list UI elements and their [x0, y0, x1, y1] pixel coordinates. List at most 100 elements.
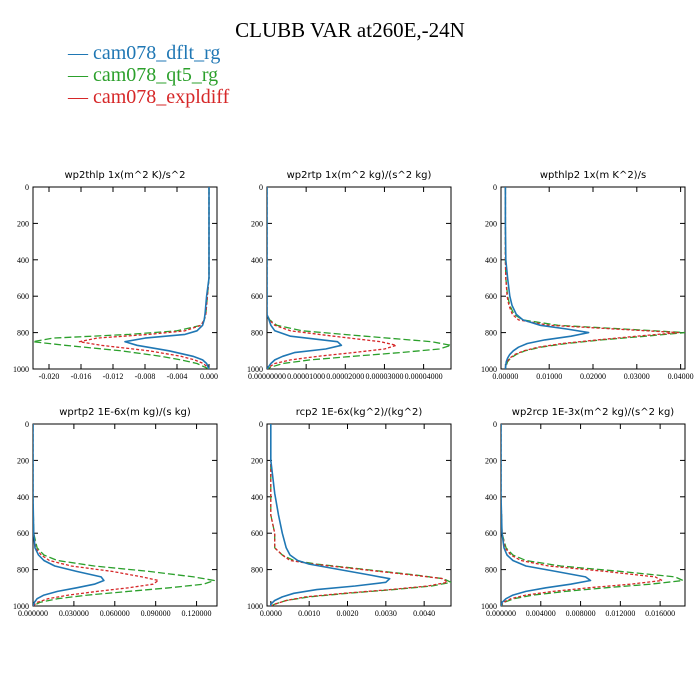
legend-dash: — — [68, 86, 93, 108]
x-tick-label: 0.01000 — [536, 372, 562, 381]
series-line-expldiff — [33, 424, 160, 606]
plot-frame — [500, 423, 686, 607]
x-tick-label: 0.120000 — [182, 609, 212, 618]
y-tick-label: 600 — [251, 529, 263, 538]
legend-label-qt5: cam078_qt5_rg — [93, 64, 219, 86]
y-tick-label: 1000 — [481, 365, 497, 374]
y-tick-label: 600 — [485, 529, 497, 538]
series-line-dflt — [33, 424, 105, 606]
series-line-expldiff — [504, 187, 680, 369]
y-tick-label: 400 — [17, 493, 29, 502]
y-tick-label: 400 — [251, 256, 263, 265]
x-tick-label: 0.0030 — [375, 609, 397, 618]
panel-6: wp2rcp 1E-3x(m^2 kg)/(s^2 kg) 0 200 400 600 8… — [481, 407, 686, 618]
x-tick-label: 0.04000 — [668, 372, 694, 381]
y-tick-label: 200 — [485, 456, 497, 465]
x-tick-label: 0.030000 — [59, 609, 89, 618]
panel-2: wp2rtp 1x(m^2 kg)/(s^2 kg) 0 200 400 600 800 1… — [247, 170, 452, 381]
x-tick-label: 0.00002000 — [326, 372, 364, 381]
x-tick-label: 0.016000 — [645, 609, 675, 618]
y-tick-label: 0 — [25, 183, 29, 192]
y-tick-label: 1000 — [13, 365, 29, 374]
plot-frame — [500, 186, 686, 370]
panel-title: wprtp2 1E-6x(m kg)/(s kg) — [59, 407, 191, 418]
series-line-dflt — [267, 187, 343, 369]
y-tick-label: 1000 — [481, 602, 497, 611]
y-tick-label: 600 — [17, 292, 29, 301]
series-line-dflt — [269, 424, 391, 606]
x-tick-label: 0.000000 — [486, 609, 516, 618]
legend-dash: — — [68, 42, 93, 64]
x-tick-label: 0.090000 — [141, 609, 171, 618]
panel-title: wp2thlp 1x(m^2 K)/s^2 — [64, 170, 185, 181]
series-line-expldiff — [270, 424, 448, 606]
series-line-qt5 — [33, 187, 210, 369]
legend-dash: — — [68, 64, 93, 86]
page-title: CLUBB VAR at260E,-24N — [235, 18, 465, 42]
y-tick-label: 800 — [485, 329, 497, 338]
series-line-qt5 — [501, 424, 684, 606]
y-tick-label: 0 — [25, 420, 29, 429]
plot-frame — [266, 423, 452, 607]
y-tick-label: 800 — [251, 329, 263, 338]
x-tick-label: 0.0040 — [413, 609, 435, 618]
panel-title: wpthlp2 1x(m K^2)/s — [540, 170, 646, 181]
y-tick-label: 800 — [17, 566, 29, 575]
panel-title: wp2rcp 1E-3x(m^2 kg)/(s^2 kg) — [512, 407, 675, 418]
legend: — cam078_dflt_rg — cam078_qt5_rg — cam07… — [68, 42, 229, 108]
x-tick-label: 0.02000 — [580, 372, 606, 381]
y-tick-label: 1000 — [13, 602, 29, 611]
y-tick-label: 200 — [17, 456, 29, 465]
x-tick-label: 0.00000 — [492, 372, 518, 381]
legend-item-qt5: — cam078_qt5_rg — [68, 64, 229, 86]
x-tick-label: 0.00003000 — [365, 372, 403, 381]
legend-label-dflt: cam078_dflt_rg — [93, 42, 221, 64]
legend-item-dflt: — cam078_dflt_rg — [68, 42, 229, 64]
y-tick-label: 200 — [251, 456, 263, 465]
y-tick-label: 1000 — [247, 602, 263, 611]
series-line-qt5 — [33, 424, 215, 606]
y-tick-label: 400 — [17, 256, 29, 265]
x-tick-label: -0.016 — [71, 372, 92, 381]
y-tick-label: 0 — [493, 183, 497, 192]
x-tick-label: 0.00001000 — [287, 372, 325, 381]
y-tick-label: 400 — [485, 256, 497, 265]
x-tick-label: 0.060000 — [100, 609, 130, 618]
x-tick-label: -0.012 — [103, 372, 124, 381]
y-tick-label: 600 — [251, 292, 263, 301]
x-tick-label: 0.0000 — [260, 609, 282, 618]
y-tick-label: 400 — [485, 493, 497, 502]
panel-1: wp2thlp 1x(m^2 K)/s^2 0 200 400 600 800 1000 -0… — [13, 170, 218, 381]
y-tick-label: 1000 — [247, 365, 263, 374]
series-line-dflt — [504, 187, 590, 369]
plot-frame — [32, 186, 218, 370]
panel-title: rcp2 1E-6x(kg^2)/(kg^2) — [296, 407, 423, 418]
panel-title: wp2rtp 1x(m^2 kg)/(s^2 kg) — [287, 170, 432, 181]
y-tick-label: 200 — [17, 219, 29, 228]
x-tick-label: 0.008000 — [566, 609, 596, 618]
series-line-qt5 — [267, 187, 451, 369]
y-tick-label: 200 — [485, 219, 497, 228]
panel-3: wpthlp2 1x(m K^2)/s 0 200 400 600 800 10000.00… — [481, 170, 694, 381]
x-tick-label: 0.004000 — [526, 609, 556, 618]
y-tick-label: 800 — [485, 566, 497, 575]
x-tick-label: 0.012000 — [605, 609, 635, 618]
x-tick-label: 0.0020 — [337, 609, 359, 618]
y-tick-label: 800 — [17, 329, 29, 338]
y-tick-label: 0 — [259, 420, 263, 429]
y-tick-label: 800 — [251, 566, 263, 575]
x-tick-label: 0.00004000 — [405, 372, 443, 381]
x-tick-label: 0.000 — [200, 372, 218, 381]
y-tick-label: 600 — [485, 292, 497, 301]
x-tick-label: -0.004 — [167, 372, 188, 381]
y-tick-label: 0 — [259, 183, 263, 192]
y-tick-label: 200 — [251, 219, 263, 228]
x-tick-label: -0.020 — [39, 372, 60, 381]
legend-label-expldiff: cam078_expldiff — [93, 86, 230, 108]
y-tick-label: 600 — [17, 529, 29, 538]
plot-frame — [32, 423, 218, 607]
series-line-dflt — [124, 187, 210, 369]
x-tick-label: 0.0010 — [298, 609, 320, 618]
panel-5: rcp2 1E-6x(kg^2)/(kg^2) 0 200 400 600 800 1000… — [247, 407, 452, 618]
series-line-qt5 — [270, 424, 451, 606]
